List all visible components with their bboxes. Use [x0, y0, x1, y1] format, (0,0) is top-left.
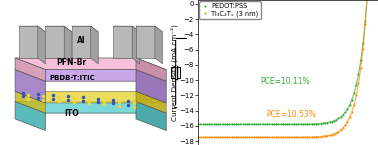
PEDOT:PSS: [274, 124, 278, 125]
Polygon shape: [15, 91, 45, 113]
Polygon shape: [155, 26, 163, 64]
Polygon shape: [91, 26, 98, 64]
Polygon shape: [136, 58, 166, 81]
Ti₃C₂Tₓ (3 nm): [301, 136, 305, 138]
Polygon shape: [15, 102, 45, 130]
Polygon shape: [45, 26, 64, 58]
Ti₃C₂Tₓ (3 nm): [274, 136, 278, 138]
Polygon shape: [136, 26, 155, 58]
Text: ITO: ITO: [64, 109, 79, 118]
Text: PFN-Br: PFN-Br: [57, 58, 87, 67]
Polygon shape: [15, 70, 45, 103]
Ti₃C₂Tₓ (3 nm): [352, 104, 356, 105]
Text: Al: Al: [77, 36, 85, 45]
PEDOT:PSS: [196, 124, 200, 125]
Polygon shape: [113, 26, 140, 32]
Y-axis label: Current Density (mA cm⁻²): Current Density (mA cm⁻²): [170, 24, 178, 121]
Polygon shape: [136, 70, 166, 103]
Text: PCE=10.53%: PCE=10.53%: [266, 110, 316, 119]
Polygon shape: [136, 26, 163, 32]
PEDOT:PSS: [316, 123, 321, 125]
Line: PEDOT:PSS: PEDOT:PSS: [197, 0, 375, 125]
Polygon shape: [15, 91, 166, 103]
Polygon shape: [72, 26, 91, 58]
Line: Ti₃C₂Tₓ (3 nm): Ti₃C₂Tₓ (3 nm): [197, 0, 375, 138]
Ti₃C₂Tₓ (3 nm): [303, 136, 307, 138]
Polygon shape: [45, 26, 72, 32]
Bar: [171, 67, 180, 78]
Legend: PEDOT:PSS, Ti₃C₂Tₓ (3 nm): PEDOT:PSS, Ti₃C₂Tₓ (3 nm): [200, 1, 261, 19]
Polygon shape: [136, 102, 166, 130]
Polygon shape: [136, 91, 166, 113]
Polygon shape: [72, 26, 98, 32]
Text: PCE=10.11%: PCE=10.11%: [261, 77, 310, 86]
Polygon shape: [64, 26, 72, 64]
Polygon shape: [15, 58, 45, 81]
Polygon shape: [132, 26, 140, 64]
Polygon shape: [15, 102, 166, 113]
Polygon shape: [15, 58, 166, 70]
Ti₃C₂Tₓ (3 nm): [310, 136, 314, 138]
PEDOT:PSS: [310, 123, 314, 125]
Text: PBDB-T:ITIC: PBDB-T:ITIC: [49, 75, 94, 81]
Polygon shape: [19, 26, 45, 32]
Ti₃C₂Tₓ (3 nm): [196, 136, 200, 138]
Ti₃C₂Tₓ (3 nm): [316, 136, 321, 138]
Polygon shape: [19, 26, 38, 58]
PEDOT:PSS: [303, 123, 307, 125]
Polygon shape: [38, 26, 45, 64]
PEDOT:PSS: [301, 123, 305, 125]
PEDOT:PSS: [352, 92, 356, 94]
Polygon shape: [15, 70, 166, 81]
Polygon shape: [113, 26, 132, 58]
